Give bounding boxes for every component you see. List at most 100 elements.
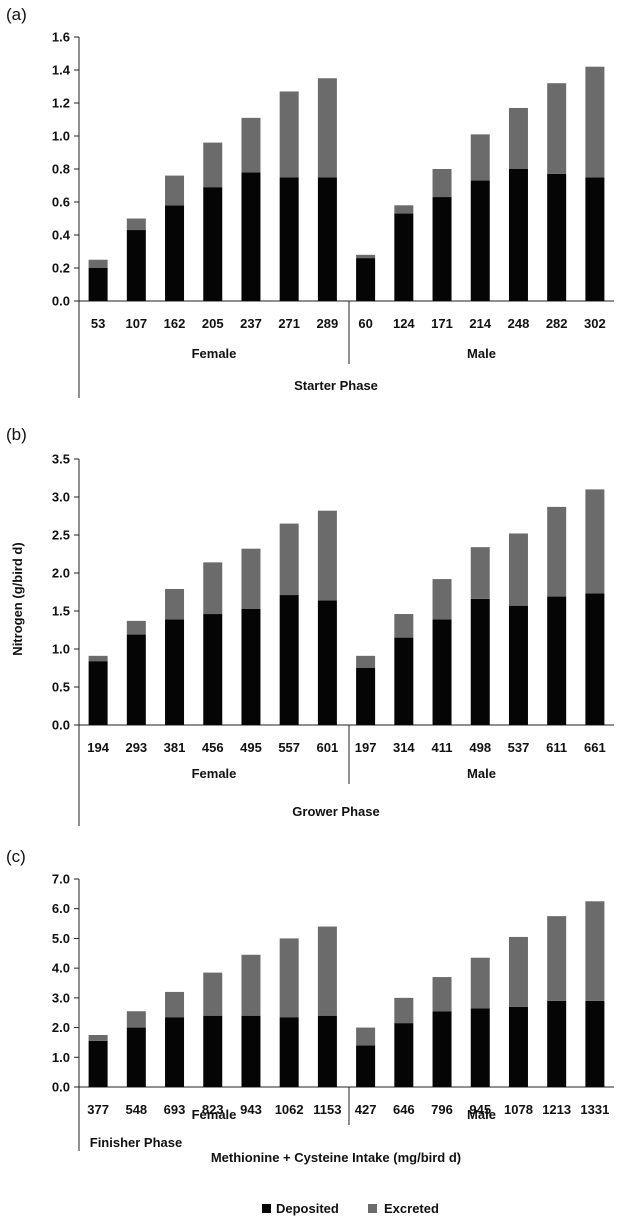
x-tick-label: 427 <box>355 1102 377 1117</box>
x-tick-label: 214 <box>469 316 491 331</box>
bar-deposited <box>585 177 605 301</box>
bar-excreted <box>165 588 185 620</box>
bar-deposited <box>241 1015 261 1087</box>
bar-deposited <box>165 205 185 301</box>
x-tick-label: 557 <box>278 740 300 755</box>
group-label: Female <box>192 766 237 781</box>
bar-deposited <box>165 1017 185 1087</box>
x-tick-label: 1153 <box>313 1102 341 1117</box>
y-tick-label: 7.0 <box>52 872 70 887</box>
bar-deposited <box>547 596 567 725</box>
x-tick-label: 107 <box>125 316 147 331</box>
x-tick-label: 601 <box>317 740 339 755</box>
bar-excreted <box>279 523 299 596</box>
bar-excreted <box>279 91 299 178</box>
x-tick-label: 237 <box>240 316 262 331</box>
bar-excreted <box>470 957 490 1009</box>
bar-deposited <box>585 593 605 725</box>
bar-excreted <box>432 579 452 620</box>
y-tick-label: 0.5 <box>52 680 70 695</box>
group-label: Male <box>467 766 496 781</box>
y-tick-label: 2.0 <box>52 566 70 581</box>
y-tick-label: 2.0 <box>52 1020 70 1035</box>
bar-excreted <box>547 83 567 174</box>
panel-letter: (c) <box>6 847 26 866</box>
bar-excreted <box>356 655 376 668</box>
x-tick-label: 1213 <box>542 1102 571 1117</box>
x-tick-label: 381 <box>164 740 186 755</box>
bar-excreted <box>88 655 108 662</box>
bar-excreted <box>317 78 337 178</box>
bar-excreted <box>585 66 605 178</box>
bar-excreted <box>508 107 528 169</box>
panel-3: (c) 0.0 1.0 2.0 3.0 4.0 5.0 6.0 7.0 377 548 693 823 9… <box>6 847 614 1151</box>
bar-deposited <box>470 180 490 301</box>
bar-excreted <box>508 936 528 1007</box>
bar-excreted <box>279 938 299 1018</box>
bar-deposited <box>203 614 223 725</box>
x-tick-label: 314 <box>393 740 415 755</box>
y-tick-label: 3.0 <box>52 490 70 505</box>
chart-panels: (a) 0.0 0.2 0.4 0.6 0.8 1.0 1.2 1.4 1.6 53 107 162 20… <box>6 5 614 1151</box>
x-axis-label: Methionine + Cysteine Intake (mg/bird d) <box>211 1150 461 1165</box>
x-tick-label: 302 <box>584 316 606 331</box>
y-tick-label: 4.0 <box>52 961 70 976</box>
y-tick-label: 2.5 <box>52 528 70 543</box>
bar-excreted <box>126 218 146 231</box>
y-tick-label: 0.0 <box>52 1080 70 1095</box>
bar-excreted <box>126 1011 146 1028</box>
bar-deposited <box>508 1006 528 1087</box>
legend-swatch-excreted <box>368 1204 377 1213</box>
x-tick-label: 661 <box>584 740 606 755</box>
bar-deposited <box>279 177 299 301</box>
bar-excreted <box>317 926 337 1016</box>
phase-label: Starter Phase <box>294 378 378 393</box>
y-tick-label: 1.0 <box>52 1050 70 1065</box>
bar-excreted <box>432 977 452 1012</box>
bar-excreted <box>394 205 414 214</box>
x-tick-label: 943 <box>240 1102 262 1117</box>
bar-deposited <box>317 600 337 725</box>
y-tick-label: 0.2 <box>52 261 70 276</box>
bar-excreted <box>470 134 490 181</box>
group-label: Male <box>467 346 496 361</box>
bar-excreted <box>356 254 376 259</box>
bar-excreted <box>394 614 414 638</box>
x-tick-label: 945 <box>469 1102 491 1117</box>
x-tick-label: 823 <box>202 1102 224 1117</box>
bar-deposited <box>394 637 414 725</box>
x-tick-label: 646 <box>393 1102 415 1117</box>
x-tick-label: 1331 <box>580 1102 609 1117</box>
y-tick-label: 1.0 <box>52 642 70 657</box>
x-tick-label: 248 <box>508 316 530 331</box>
y-tick-label: 6.0 <box>52 901 70 916</box>
x-tick-label: 60 <box>358 316 372 331</box>
x-tick-label: 498 <box>469 740 491 755</box>
y-axis-label: Nitrogen (g/bird d) <box>10 542 25 655</box>
group-label: Male <box>467 1107 496 1122</box>
x-tick-label: 1062 <box>275 1102 304 1117</box>
bar-deposited <box>356 258 376 301</box>
x-tick-label: 377 <box>87 1102 109 1117</box>
bar-excreted <box>203 142 223 188</box>
bar-deposited <box>203 1015 223 1087</box>
bar-excreted <box>547 506 567 597</box>
y-tick-label: 0.0 <box>52 718 70 733</box>
bar-deposited <box>432 197 452 301</box>
x-tick-label: 456 <box>202 740 224 755</box>
bar-excreted <box>241 117 261 173</box>
bar-deposited <box>88 268 108 301</box>
bar-deposited <box>547 173 567 301</box>
bar-deposited <box>394 1023 414 1087</box>
bar-deposited <box>317 177 337 301</box>
panel-2: (b) 0.0 0.5 1.0 1.5 2.0 2.5 3.0 3.5 194 293 381 456 4… <box>6 425 614 826</box>
x-tick-label: 53 <box>91 316 105 331</box>
group-label: Female <box>192 346 237 361</box>
panel-letter: (a) <box>6 5 27 24</box>
x-tick-label: 411 <box>432 740 453 755</box>
bar-excreted <box>203 972 223 1016</box>
bar-deposited <box>470 598 490 725</box>
legend-label-excreted: Excreted <box>384 1201 439 1216</box>
bar-deposited <box>317 1015 337 1087</box>
